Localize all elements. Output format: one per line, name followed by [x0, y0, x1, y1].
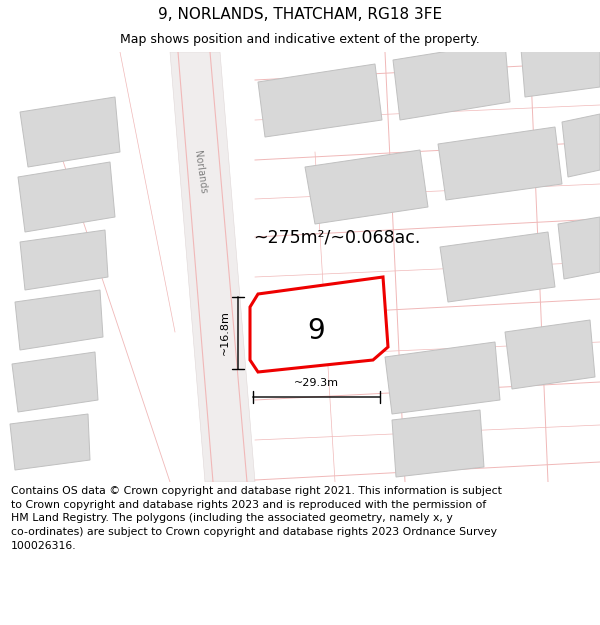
Polygon shape	[250, 277, 388, 372]
Text: Contains OS data © Crown copyright and database right 2021. This information is : Contains OS data © Crown copyright and d…	[11, 486, 502, 551]
Polygon shape	[438, 127, 562, 200]
Polygon shape	[10, 414, 90, 470]
Polygon shape	[15, 290, 103, 350]
Polygon shape	[18, 162, 115, 232]
Polygon shape	[258, 64, 382, 137]
Polygon shape	[20, 230, 108, 290]
Polygon shape	[20, 97, 120, 167]
Polygon shape	[12, 352, 98, 412]
Polygon shape	[558, 217, 600, 279]
Polygon shape	[520, 27, 600, 97]
Text: 9: 9	[308, 317, 325, 345]
Text: ~275m²/~0.068ac.: ~275m²/~0.068ac.	[253, 228, 421, 246]
Polygon shape	[505, 320, 595, 389]
Polygon shape	[170, 52, 255, 482]
Text: 9, NORLANDS, THATCHAM, RG18 3FE: 9, NORLANDS, THATCHAM, RG18 3FE	[158, 7, 442, 22]
Polygon shape	[393, 42, 510, 120]
Polygon shape	[440, 232, 555, 302]
Text: ~16.8m: ~16.8m	[220, 311, 230, 356]
Text: Norlands: Norlands	[192, 150, 208, 194]
Polygon shape	[392, 410, 484, 477]
Text: ~29.3m: ~29.3m	[294, 378, 339, 388]
Polygon shape	[562, 114, 600, 177]
Polygon shape	[305, 150, 428, 224]
Text: Map shows position and indicative extent of the property.: Map shows position and indicative extent…	[120, 32, 480, 46]
Polygon shape	[385, 342, 500, 414]
